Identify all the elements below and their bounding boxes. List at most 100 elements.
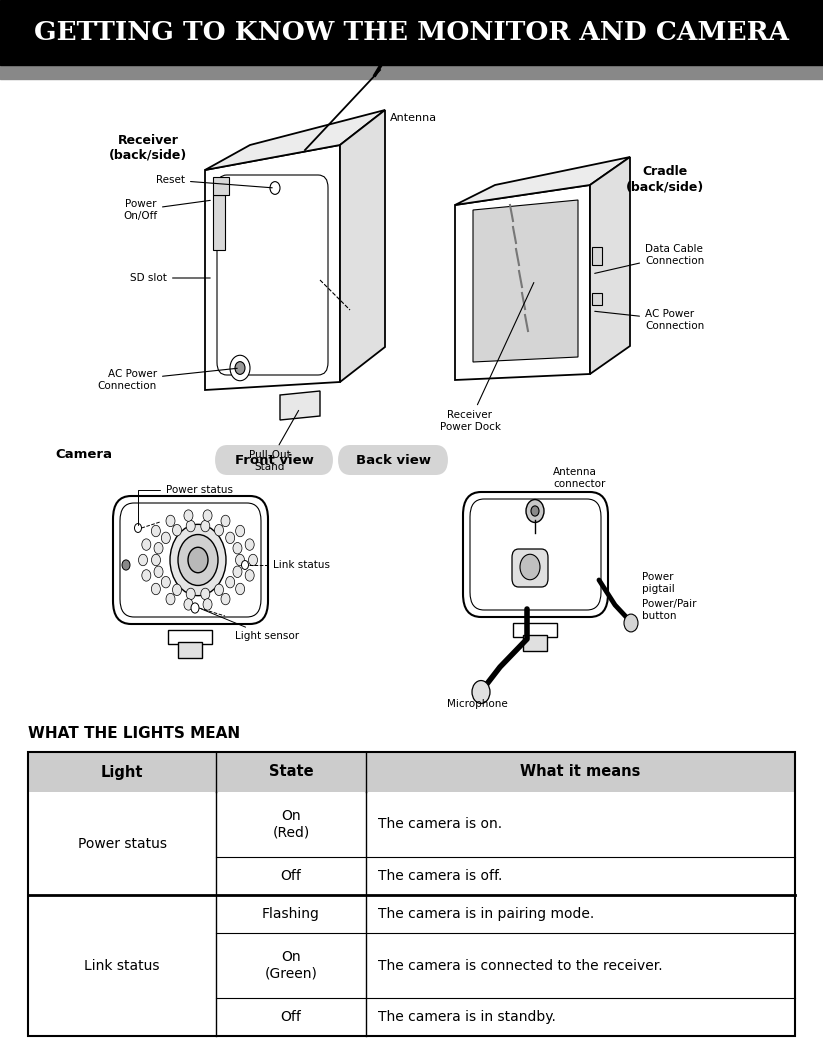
Text: WHAT THE LIGHTS MEAN: WHAT THE LIGHTS MEAN	[28, 726, 240, 741]
Text: AC Power
Connection: AC Power Connection	[98, 368, 237, 391]
Circle shape	[173, 584, 182, 595]
Text: Link status: Link status	[273, 560, 330, 570]
FancyBboxPatch shape	[215, 445, 333, 475]
Bar	[0, 65, 823, 79]
Circle shape	[226, 576, 235, 588]
Circle shape	[270, 181, 280, 194]
Text: The camera is in standby.: The camera is in standby.	[378, 1010, 556, 1024]
Text: What it means: What it means	[520, 764, 640, 780]
Circle shape	[184, 598, 193, 610]
Circle shape	[142, 539, 151, 550]
Circle shape	[235, 554, 244, 566]
Circle shape	[249, 554, 258, 566]
Circle shape	[161, 532, 170, 544]
Text: Light sensor: Light sensor	[202, 609, 299, 641]
Circle shape	[215, 524, 224, 536]
Text: Antenna
connector: Antenna connector	[553, 467, 606, 489]
Text: The camera is connected to the receiver.: The camera is connected to the receiver.	[378, 959, 663, 973]
Circle shape	[191, 603, 199, 613]
Circle shape	[166, 516, 175, 527]
Text: Back view: Back view	[356, 454, 430, 466]
Text: Link status: Link status	[84, 959, 160, 973]
Text: Camera: Camera	[55, 449, 112, 461]
Circle shape	[531, 506, 539, 516]
Polygon shape	[205, 145, 340, 390]
Text: Light: Light	[100, 764, 143, 780]
Circle shape	[151, 525, 160, 537]
Text: Power status: Power status	[138, 485, 233, 525]
Text: Power/Pair
button: Power/Pair button	[642, 599, 696, 620]
Circle shape	[151, 554, 160, 566]
Text: State: State	[268, 764, 314, 780]
Circle shape	[241, 561, 249, 569]
Circle shape	[226, 532, 235, 544]
Circle shape	[142, 570, 151, 582]
Circle shape	[221, 593, 230, 605]
Text: AC Power
Connection: AC Power Connection	[595, 309, 704, 331]
Circle shape	[201, 588, 210, 599]
Circle shape	[245, 539, 254, 550]
Circle shape	[245, 570, 254, 582]
Circle shape	[472, 680, 490, 703]
Polygon shape	[340, 110, 385, 383]
Text: Power
pigtail: Power pigtail	[642, 572, 675, 594]
Bar	[592, 247, 602, 265]
Polygon shape	[455, 157, 630, 205]
Text: The camera is on.: The camera is on.	[378, 817, 502, 831]
Text: Antenna: Antenna	[390, 113, 437, 123]
Circle shape	[151, 584, 160, 594]
Circle shape	[166, 593, 175, 605]
Text: Power status: Power status	[77, 836, 166, 851]
Text: Reset: Reset	[156, 175, 272, 188]
Text: The camera is off.: The camera is off.	[378, 869, 502, 883]
Text: Off: Off	[281, 869, 301, 883]
Circle shape	[154, 543, 163, 554]
Circle shape	[235, 584, 244, 594]
Polygon shape	[455, 185, 590, 380]
Circle shape	[201, 521, 210, 531]
Text: Pull-Out
Stand: Pull-Out Stand	[249, 411, 299, 472]
Circle shape	[233, 566, 242, 577]
Text: SD slot: SD slot	[130, 272, 210, 283]
Text: Data Cable
Connection: Data Cable Connection	[595, 244, 704, 274]
Bar	[213, 177, 229, 195]
Circle shape	[186, 521, 195, 531]
Circle shape	[624, 614, 638, 632]
Text: The camera is in pairing mode.: The camera is in pairing mode.	[378, 907, 594, 921]
Text: Power
On/Off: Power On/Off	[123, 199, 210, 221]
Circle shape	[122, 560, 130, 570]
Text: Microphone: Microphone	[447, 699, 507, 709]
Polygon shape	[590, 157, 630, 374]
Circle shape	[184, 510, 193, 521]
Bar	[28, 752, 795, 1036]
Text: GETTING TO KNOW THE MONITOR AND CAMERA: GETTING TO KNOW THE MONITOR AND CAMERA	[34, 20, 789, 45]
Bar	[213, 195, 225, 250]
Circle shape	[230, 355, 250, 380]
Bar	[592, 293, 602, 305]
FancyBboxPatch shape	[113, 496, 268, 624]
FancyBboxPatch shape	[338, 445, 448, 475]
Polygon shape	[473, 200, 578, 362]
Text: Flashing: Flashing	[262, 907, 320, 921]
Circle shape	[233, 543, 242, 554]
Circle shape	[526, 500, 544, 523]
Text: Receiver
(back/side): Receiver (back/side)	[109, 134, 187, 162]
Circle shape	[138, 554, 147, 566]
Circle shape	[173, 524, 182, 536]
Text: Front view: Front view	[235, 454, 314, 466]
FancyBboxPatch shape	[463, 492, 608, 617]
Text: Receiver
Power Dock: Receiver Power Dock	[439, 283, 534, 432]
Circle shape	[235, 525, 244, 537]
Circle shape	[170, 524, 226, 595]
Bar	[523, 635, 547, 651]
Circle shape	[215, 584, 224, 595]
Circle shape	[221, 516, 230, 527]
Text: On
(Green): On (Green)	[264, 951, 318, 981]
Bar	[178, 642, 202, 658]
FancyBboxPatch shape	[512, 549, 548, 587]
Circle shape	[203, 598, 212, 610]
Circle shape	[186, 588, 195, 599]
Text: Cradle
(back/side): Cradle (back/side)	[625, 165, 704, 193]
Bar	[28, 752, 795, 792]
Polygon shape	[280, 391, 320, 420]
